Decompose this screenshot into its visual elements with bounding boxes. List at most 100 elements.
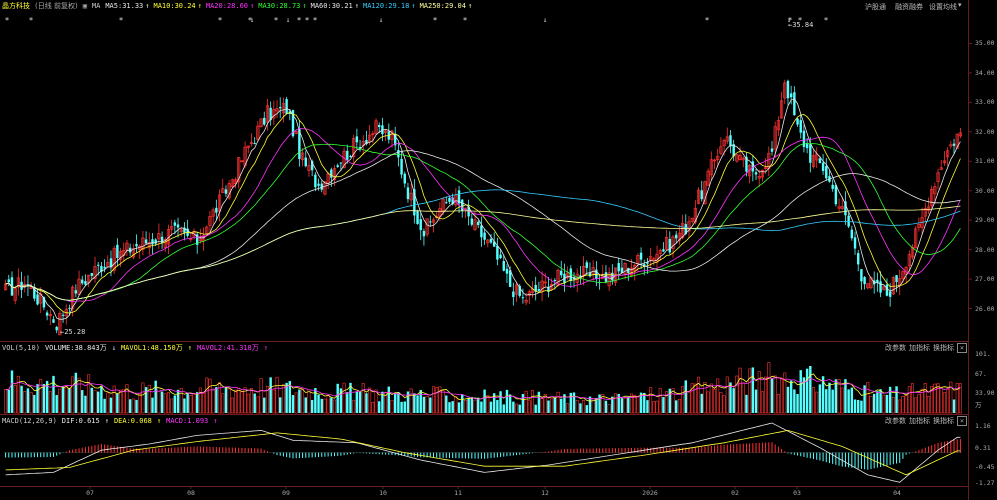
volume-bar[interactable] xyxy=(330,397,333,413)
volume-bar[interactable] xyxy=(36,384,39,413)
volume-bar[interactable] xyxy=(431,386,436,414)
volume-bar[interactable] xyxy=(499,391,502,413)
candle-body[interactable] xyxy=(480,225,483,238)
volume-bar[interactable] xyxy=(939,386,943,414)
candle-body[interactable] xyxy=(147,242,151,249)
volume-bar[interactable] xyxy=(116,393,119,413)
candle-body[interactable] xyxy=(298,128,301,159)
candle-body[interactable] xyxy=(917,223,921,228)
volume-bar[interactable] xyxy=(575,400,579,414)
candle-body[interactable] xyxy=(524,299,528,303)
candle-body[interactable] xyxy=(591,267,595,275)
volume-bar[interactable] xyxy=(109,397,113,413)
candle-body[interactable] xyxy=(291,110,295,137)
volume-bar[interactable] xyxy=(253,393,256,413)
candle-body[interactable] xyxy=(253,143,256,145)
volume-bar[interactable] xyxy=(735,375,739,414)
candle-body[interactable] xyxy=(760,169,764,178)
volume-bar[interactable] xyxy=(582,400,586,414)
candle-body[interactable] xyxy=(729,135,732,147)
candle-body[interactable] xyxy=(793,92,796,116)
candle-body[interactable] xyxy=(74,290,78,294)
volume-bar[interactable] xyxy=(198,387,202,414)
chevron-down-icon[interactable]: ▾ xyxy=(958,1,962,9)
volume-bar[interactable] xyxy=(486,395,490,414)
volume-bar[interactable] xyxy=(643,392,646,413)
event-marker-icon[interactable]: * xyxy=(118,16,124,25)
volume-bar[interactable] xyxy=(173,395,177,413)
candle-body[interactable] xyxy=(263,117,266,125)
volume-bar[interactable] xyxy=(926,395,930,414)
volume-bar[interactable] xyxy=(540,398,544,414)
volume-bar[interactable] xyxy=(96,391,100,413)
candle-body[interactable] xyxy=(882,286,886,291)
candle-body[interactable] xyxy=(198,238,202,242)
candle-body[interactable] xyxy=(23,283,27,286)
candle-body[interactable] xyxy=(413,189,416,216)
volume-bar[interactable] xyxy=(151,397,154,413)
volume-bar[interactable] xyxy=(489,401,493,413)
candle-body[interactable] xyxy=(365,139,368,145)
candle-body[interactable] xyxy=(55,326,58,331)
volume-bar[interactable] xyxy=(323,398,327,414)
volume-bar[interactable] xyxy=(39,378,43,414)
candle-body[interactable] xyxy=(687,221,691,232)
candle-body[interactable] xyxy=(521,297,525,299)
candle-body[interactable] xyxy=(553,279,557,281)
candle-body[interactable] xyxy=(914,228,918,249)
candle-body[interactable] xyxy=(237,157,241,183)
candle-body[interactable] xyxy=(45,312,49,316)
volume-bar[interactable] xyxy=(263,397,266,413)
candle-body[interactable] xyxy=(170,226,174,230)
volume-bar[interactable] xyxy=(553,397,557,413)
candle-body[interactable] xyxy=(205,226,209,234)
candle-body[interactable] xyxy=(677,232,681,241)
volume-bar[interactable] xyxy=(665,391,669,414)
volume-bar[interactable] xyxy=(147,384,151,414)
volume-bar[interactable] xyxy=(192,393,196,414)
candle-body[interactable] xyxy=(690,217,694,222)
volume-bar[interactable] xyxy=(786,386,790,413)
volume-bar[interactable] xyxy=(646,400,649,413)
candle-body[interactable] xyxy=(183,227,186,233)
candle-body[interactable] xyxy=(256,125,260,140)
volume-bar[interactable] xyxy=(342,382,346,414)
event-marker-icon[interactable]: * xyxy=(797,16,803,25)
candle-body[interactable] xyxy=(811,155,816,167)
volume-bar[interactable] xyxy=(930,385,934,414)
candle-body[interactable] xyxy=(384,130,388,134)
candle-body[interactable] xyxy=(681,223,685,238)
event-marker-icon[interactable]: * xyxy=(217,16,223,25)
candle-body[interactable] xyxy=(461,199,464,211)
volume-bar[interactable] xyxy=(595,398,598,413)
volume-bar[interactable] xyxy=(310,399,314,413)
volume-bar[interactable] xyxy=(757,371,761,414)
volume-bar[interactable] xyxy=(751,367,755,413)
candle-body[interactable] xyxy=(786,80,790,99)
volume-bar[interactable] xyxy=(569,392,573,413)
candle-body[interactable] xyxy=(671,236,675,250)
volume-bar[interactable] xyxy=(888,386,892,413)
volume-bar[interactable] xyxy=(122,389,126,414)
volume-bar[interactable] xyxy=(722,395,726,414)
volume-bar[interactable] xyxy=(566,403,570,414)
candle-body[interactable] xyxy=(215,207,218,213)
volume-bar[interactable] xyxy=(68,388,71,413)
volume-bar[interactable] xyxy=(671,388,675,414)
volume-bar[interactable] xyxy=(128,399,132,413)
candle-body[interactable] xyxy=(332,168,337,181)
candle-body[interactable] xyxy=(358,146,362,150)
volume-bar[interactable] xyxy=(639,392,643,413)
candle-body[interactable] xyxy=(61,314,65,316)
volume-bar[interactable] xyxy=(298,389,301,413)
candle-body[interactable] xyxy=(135,243,138,247)
volume-bar[interactable] xyxy=(677,398,681,414)
candle-body[interactable] xyxy=(853,237,857,249)
candle-body[interactable] xyxy=(355,136,359,143)
volume-bar[interactable] xyxy=(898,399,902,414)
candle-body[interactable] xyxy=(623,262,627,275)
panel-button[interactable]: 加指标 xyxy=(909,417,930,425)
candle-body[interactable] xyxy=(304,157,307,167)
volume-bar[interactable] xyxy=(339,388,343,413)
volume-bar[interactable] xyxy=(387,386,391,413)
